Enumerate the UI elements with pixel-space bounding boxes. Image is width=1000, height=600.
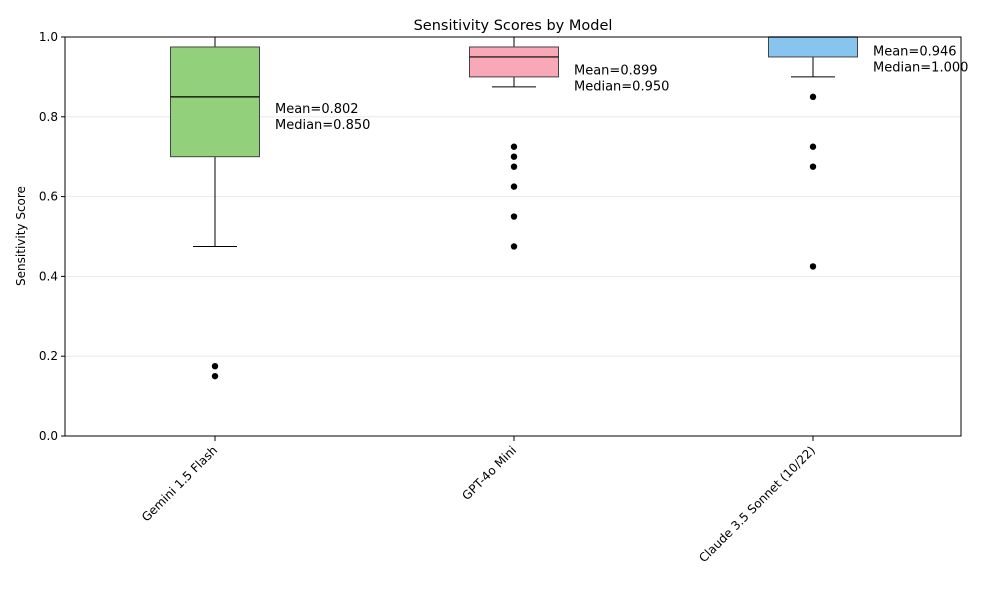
mean-annotation: Mean=0.946 xyxy=(873,45,957,60)
outlier-point xyxy=(211,362,219,370)
outlier-point xyxy=(510,213,518,220)
median-annotation: Median=1.000 xyxy=(873,61,968,76)
outlier-point xyxy=(809,143,817,150)
y-tick-label: 1.0 xyxy=(39,30,58,44)
box xyxy=(170,46,260,158)
outlier-point xyxy=(809,93,817,101)
mean-annotation: Mean=0.802 xyxy=(275,102,359,117)
outlier-point xyxy=(510,143,518,150)
plot-frame xyxy=(64,36,962,437)
outlier-point xyxy=(510,183,518,190)
chart-title: Sensitivity Scores by Model xyxy=(414,18,613,34)
outlier-point xyxy=(510,163,518,170)
median-annotation: Median=0.950 xyxy=(574,79,669,94)
outlier-point xyxy=(510,243,518,250)
mean-annotation: Mean=0.899 xyxy=(574,63,658,78)
y-tick-label: 0.8 xyxy=(39,110,58,124)
x-tick-label: Gemini 1.5 Flash xyxy=(139,443,220,524)
box xyxy=(469,46,559,78)
y-tick-label: 0.6 xyxy=(39,190,58,204)
x-tick-label: Claude 3.5 Sonnet (10/22) xyxy=(696,443,818,565)
y-axis-label: Sensitivity Score xyxy=(14,186,28,286)
box xyxy=(768,36,858,58)
y-tick-label: 0.0 xyxy=(39,429,58,443)
x-tick-label: GPT-4o Mini xyxy=(459,443,519,503)
outlier-point xyxy=(809,163,817,170)
outlier-point xyxy=(809,263,817,270)
outlier-point xyxy=(211,372,219,380)
median-annotation: Median=0.850 xyxy=(275,118,370,133)
y-tick-label: 0.4 xyxy=(39,269,58,283)
y-tick-label: 0.2 xyxy=(39,349,58,363)
outlier-point xyxy=(510,153,518,160)
